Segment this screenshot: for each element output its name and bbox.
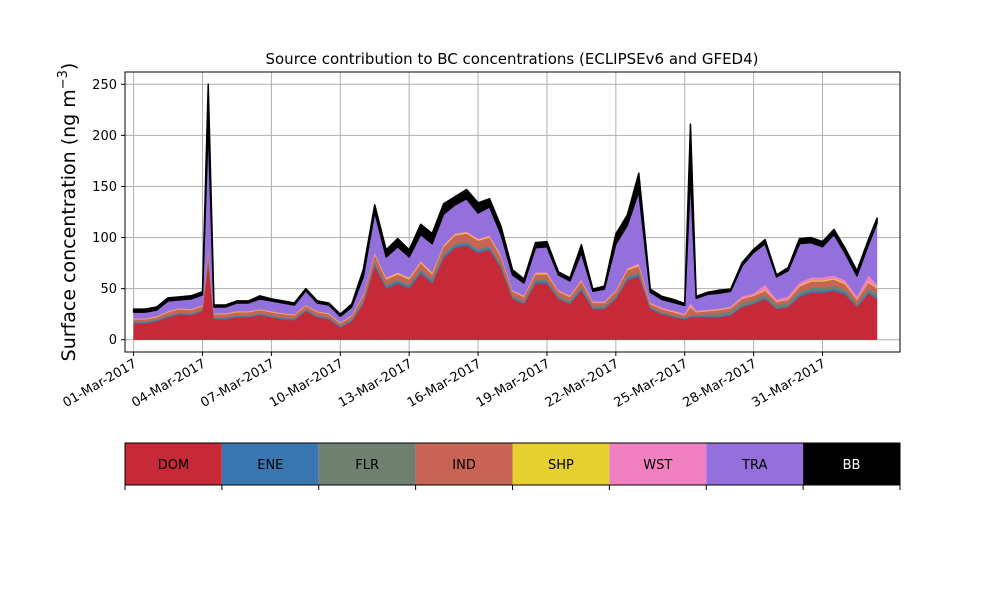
y-axis-label-main: Surface concentration (ng m xyxy=(58,89,80,361)
legend-swatch-flr xyxy=(318,443,416,485)
y-tick-label: 100 xyxy=(92,231,117,246)
legend-swatch-ind xyxy=(415,443,513,485)
legend-swatch-ene xyxy=(221,443,319,485)
y-axis-label-exponent: −3 xyxy=(56,70,71,89)
y-tick-label: 250 xyxy=(92,78,117,93)
legend-label: IND xyxy=(452,458,476,473)
plot-frame xyxy=(124,71,901,353)
y-tick-label: 0 xyxy=(109,333,117,348)
y-tick-label: 150 xyxy=(92,180,117,195)
area-series-bb xyxy=(132,83,878,317)
y-tick-label: 50 xyxy=(100,282,117,297)
chart-title: Source contribution to BC concentrations… xyxy=(265,50,758,68)
legend-swatch-wst xyxy=(609,443,707,485)
legend-label: TRA xyxy=(741,458,767,473)
stacked-areas xyxy=(132,83,878,340)
legend-label: SHP xyxy=(548,458,574,473)
y-axis-label-tail: ) xyxy=(58,63,80,70)
y-axis-label: Surface concentration (ng m−3) xyxy=(56,63,80,362)
legend-swatch-bb xyxy=(803,443,900,485)
legend-label: BB xyxy=(843,458,861,473)
legend-colorbar: DOM ENE FLR IND SHP WST TRA BB xyxy=(124,442,901,490)
legend-label: ENE xyxy=(257,458,283,473)
legend-swatch-shp xyxy=(512,443,610,485)
y-tick-label: 200 xyxy=(92,129,117,144)
legend-label: WST xyxy=(643,458,672,473)
legend-label: FLR xyxy=(355,458,379,473)
legend-swatch-dom xyxy=(125,443,222,485)
legend-swatch-tra xyxy=(706,443,804,485)
legend-label: DOM xyxy=(158,458,189,473)
y-axis: 0 50 100 150 200 250 xyxy=(92,78,125,348)
